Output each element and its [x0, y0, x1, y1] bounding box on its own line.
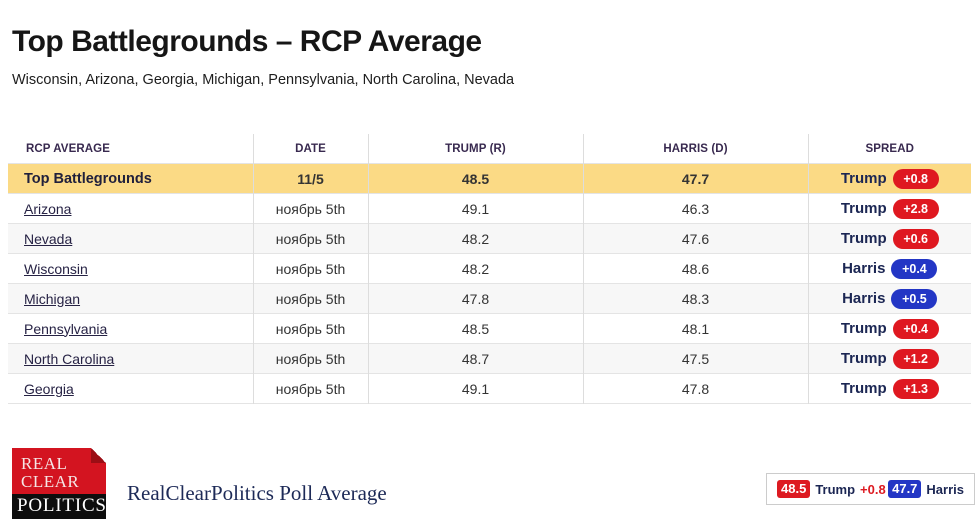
spread-leader-label: Trump: [840, 229, 887, 247]
footer-caption: RealClearPolitics Poll Average: [127, 481, 387, 505]
spread-leader-label: Trump: [840, 169, 887, 187]
spread-leader-label: Trump: [840, 349, 887, 367]
harris-value-cell: 47.7: [582, 163, 808, 194]
spread-margin-badge: +2.8: [892, 198, 939, 219]
date-cell: ноябрь 5th: [252, 343, 368, 374]
legend-box: 48.5 Trump +0.8 47.7 Harris: [766, 473, 975, 505]
date-cell: ноябрь 5th: [252, 253, 368, 284]
spread-leader-label: Harris: [842, 289, 886, 307]
trump-value-cell: 48.5: [367, 163, 583, 194]
folded-corner-icon: [91, 448, 106, 463]
spread-cell: Trump +2.8: [807, 193, 971, 224]
state-link[interactable]: Michigan: [24, 290, 81, 307]
column-header-spread: SPREAD: [807, 134, 971, 164]
state-link[interactable]: Georgia: [24, 380, 74, 397]
trump-value-cell: 47.8: [367, 283, 583, 314]
spread-margin-badge: +0.4: [892, 318, 939, 339]
spread-cell: Trump +1.3: [807, 373, 971, 404]
spread-margin-badge: +0.5: [891, 288, 938, 309]
harris-value-cell: 47.6: [582, 223, 808, 254]
rcp-logo-line3: POLITICS: [12, 494, 106, 519]
spread-leader-label: Harris: [842, 259, 886, 277]
table-header-row: RCP AVERAGE DATE TRUMP (R) HARRIS (D) SP…: [8, 134, 971, 164]
spread-margin-badge: +0.8: [892, 168, 939, 189]
page-subtitle: Wisconsin, Arizona, Georgia, Michigan, P…: [12, 72, 515, 88]
rcp-logo-line1: REAL: [21, 454, 68, 473]
table-row: Pennsylvania ноябрь 5th 48.5 48.1 Trump +…: [8, 313, 971, 344]
table-row: Nevada ноябрь 5th 48.2 47.6 Trump +0.6: [8, 223, 971, 254]
state-link[interactable]: Pennsylvania: [24, 320, 108, 337]
spread-cell: Harris +0.4: [807, 253, 971, 284]
spread-margin-badge: +1.3: [892, 378, 939, 399]
rcp-average-cell: North Carolina: [8, 344, 253, 374]
spread-cell: Harris +0.5: [807, 283, 971, 314]
state-link[interactable]: Nevada: [24, 230, 73, 247]
rcp-logo[interactable]: REAL CLEAR POLITICS: [12, 448, 106, 519]
legend-trump-margin: +0.8: [860, 481, 886, 497]
trump-value-cell: 48.2: [367, 253, 583, 284]
trump-value-cell: 48.5: [367, 313, 583, 344]
legend-trump-group: 48.5 Trump +0.8: [777, 480, 886, 498]
spread-cell: Trump +1.2: [807, 343, 971, 374]
rcp-average-cell: Wisconsin: [8, 254, 253, 284]
harris-value-cell: 47.5: [582, 343, 808, 374]
spread-leader-label: Trump: [840, 199, 887, 217]
rcp-logo-line2: CLEAR: [21, 472, 80, 491]
spread-cell: Trump +0.6: [807, 223, 971, 254]
harris-value-cell: 46.3: [582, 193, 808, 224]
date-cell: 11/5: [252, 163, 368, 194]
table-row: Georgia ноябрь 5th 49.1 47.8 Trump +1.3: [8, 373, 971, 404]
state-link[interactable]: Arizona: [24, 200, 72, 217]
rcp-logo-red-block: REAL CLEAR: [12, 448, 106, 494]
rcp-average-cell: Arizona: [8, 194, 253, 224]
table-row: Top Battlegrounds 11/5 48.5 47.7 Trump +0…: [8, 163, 971, 194]
rcp-average-cell: Nevada: [8, 224, 253, 254]
date-cell: ноябрь 5th: [252, 223, 368, 254]
table-row: Michigan ноябрь 5th 47.8 48.3 Harris +0.5: [8, 283, 971, 314]
harris-value-cell: 47.8: [582, 373, 808, 404]
date-cell: ноябрь 5th: [252, 283, 368, 314]
legend-trump-value-badge: 48.5: [777, 480, 811, 498]
legend-trump-label: Trump: [815, 481, 856, 497]
spread-margin-badge: +1.2: [892, 348, 939, 369]
spread-margin-badge: +0.4: [891, 258, 938, 279]
column-header-rcp-average: RCP AVERAGE: [26, 142, 110, 155]
date-cell: ноябрь 5th: [252, 313, 368, 344]
trump-value-cell: 49.1: [367, 373, 583, 404]
table-body: Top Battlegrounds 11/5 48.5 47.7 Trump +0…: [8, 163, 971, 404]
trump-value-cell: 48.2: [367, 223, 583, 254]
spread-margin-badge: +0.6: [892, 228, 939, 249]
spread-cell: Trump +0.4: [807, 313, 971, 344]
column-header-date: DATE: [252, 134, 368, 164]
column-header-trump: TRUMP (R): [367, 134, 583, 164]
row-title: Top Battlegrounds: [24, 171, 152, 187]
trump-value-cell: 49.1: [367, 193, 583, 224]
table-row: Wisconsin ноябрь 5th 48.2 48.6 Harris +0.…: [8, 253, 971, 284]
spread-leader-label: Trump: [840, 319, 887, 337]
harris-value-cell: 48.1: [582, 313, 808, 344]
spread-leader-label: Trump: [840, 379, 887, 397]
rcp-average-cell: Michigan: [8, 284, 253, 314]
column-header-harris: HARRIS (D): [582, 134, 808, 164]
date-cell: ноябрь 5th: [252, 193, 368, 224]
harris-value-cell: 48.3: [582, 283, 808, 314]
table-row: North Carolina ноябрь 5th 48.7 47.5 Trum…: [8, 343, 971, 374]
legend-harris-value-badge: 47.7: [888, 480, 922, 498]
legend-harris-group: 47.7 Harris: [888, 480, 964, 498]
legend-harris-label: Harris: [926, 481, 964, 497]
table-row: Arizona ноябрь 5th 49.1 46.3 Trump +2.8: [8, 193, 971, 224]
harris-value-cell: 48.6: [582, 253, 808, 284]
spread-cell: Trump +0.8: [807, 163, 971, 194]
rcp-average-cell: Georgia: [8, 374, 253, 404]
trump-value-cell: 48.7: [367, 343, 583, 374]
date-cell: ноябрь 5th: [252, 373, 368, 404]
rcp-average-cell: Top Battlegrounds: [8, 164, 253, 194]
state-link[interactable]: Wisconsin: [24, 260, 88, 277]
state-link[interactable]: North Carolina: [24, 350, 115, 367]
poll-average-table: RCP AVERAGE DATE TRUMP (R) HARRIS (D) SP…: [8, 134, 971, 404]
rcp-average-cell: Pennsylvania: [8, 314, 253, 344]
page-title: Top Battlegrounds – RCP Average: [12, 25, 482, 59]
